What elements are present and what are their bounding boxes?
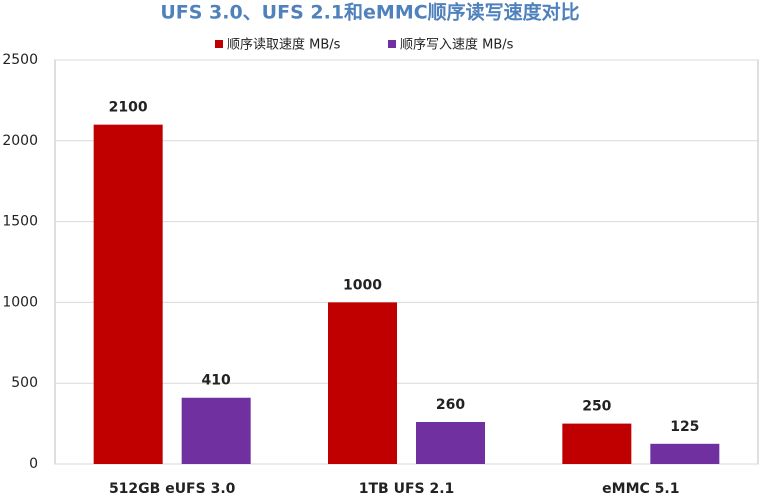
y-tick-label: 2500: [2, 52, 38, 68]
value-label: 1000: [343, 277, 382, 293]
value-label: 410: [202, 373, 231, 389]
value-label: 250: [582, 399, 611, 415]
bar: [416, 421, 485, 464]
legend-swatch: [215, 40, 223, 48]
legend-label: 顺序写入速度 MB/s: [400, 37, 514, 53]
bar: [562, 423, 632, 464]
bar: [328, 302, 397, 464]
x-tick-label: 1TB UFS 2.1: [359, 481, 455, 497]
x-tick-label: 512GB eUFS 3.0: [109, 481, 236, 497]
legend-label: 顺序读取速度 MB/s: [227, 37, 341, 53]
y-tick-label: 1500: [2, 214, 38, 230]
y-tick-label: 500: [11, 375, 38, 391]
legend-swatch: [388, 40, 396, 48]
value-label: 2100: [109, 100, 148, 116]
y-tick-label: 2000: [2, 133, 38, 149]
value-label: 260: [436, 397, 465, 413]
x-tick-label: eMMC 5.1: [602, 481, 679, 497]
chart-title: UFS 3.0、UFS 2.1和eMMC顺序读写速度对比: [160, 1, 579, 24]
y-tick-label: 1000: [2, 294, 38, 310]
y-tick-label: 0: [29, 456, 38, 472]
value-label: 125: [670, 419, 699, 435]
bar: [93, 124, 163, 464]
bar: [181, 397, 251, 464]
bar: [650, 443, 720, 464]
